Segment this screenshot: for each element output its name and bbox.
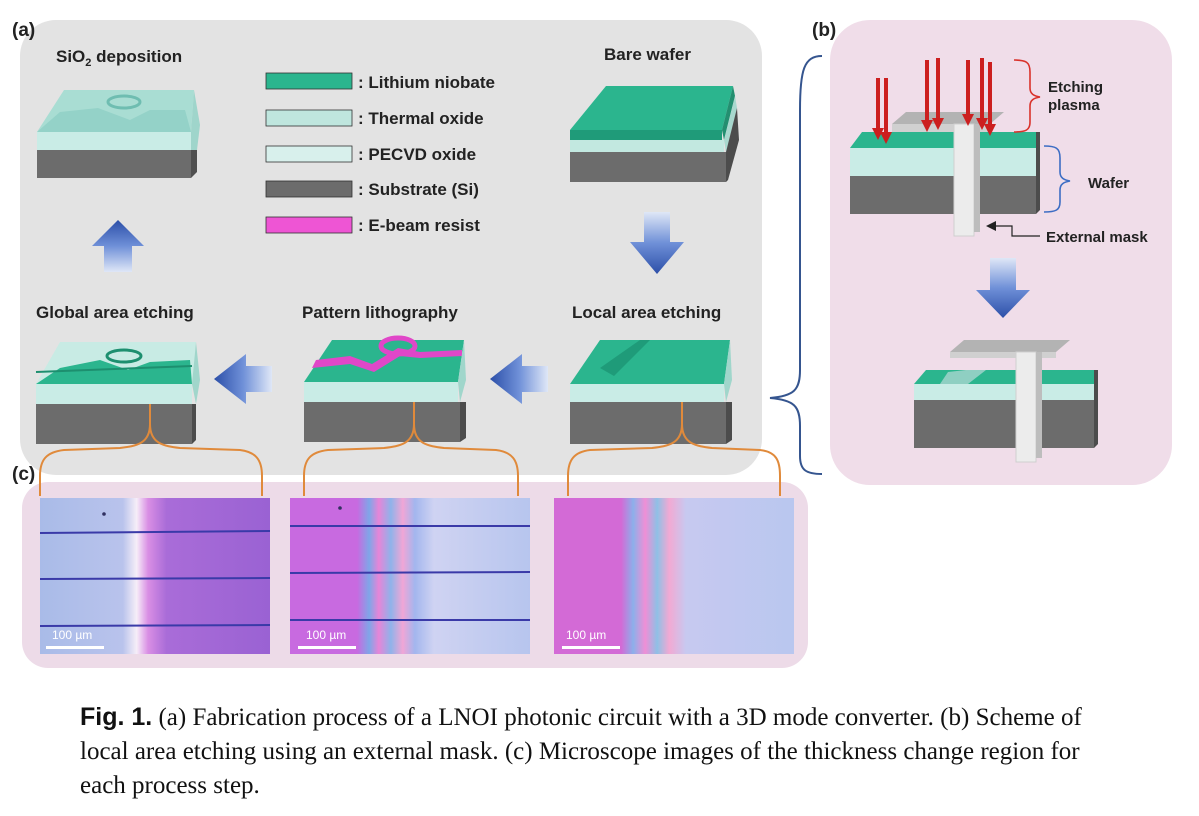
etching-scheme-before <box>850 112 1040 237</box>
etching-plasma-arrows <box>872 58 996 144</box>
brace-a-to-b <box>769 55 823 475</box>
caption-text: (a) Fabrication process of a LNOI photon… <box>80 704 1082 799</box>
step-title-global-area-etching: Global area etching <box>36 303 194 322</box>
figure-1: (a) (b) (c) SiO2 deposition Bare wafer G… <box>12 20 1172 668</box>
label-wafer: Wafer <box>1088 175 1129 192</box>
panel-b-label: (b) <box>812 20 836 41</box>
etching-scheme-after <box>914 340 1098 463</box>
legend-label-pecvd-oxide: : PECVD oxide <box>358 145 476 164</box>
brace-etching-plasma <box>1013 59 1041 133</box>
step-title-pattern-lithography: Pattern lithography <box>302 303 458 322</box>
legend-label-thermal-oxide: : Thermal oxide <box>358 109 484 128</box>
arrow-left-to-global <box>214 354 272 404</box>
legend-swatch-substrate <box>265 180 353 198</box>
brace-wafer <box>1043 145 1071 213</box>
arrow-down-etching-result <box>976 258 1030 318</box>
panel-a-label: (a) <box>12 20 35 41</box>
arrow-left-to-pattern <box>490 354 548 404</box>
figure-caption: Fig. 1. (a) Fabrication process of a LNO… <box>80 700 1120 803</box>
arrow-down-to-local-etching <box>630 212 684 274</box>
scale-bar-label-2: 100 µm <box>306 628 346 642</box>
microscope-image-local-etching: 100 µm <box>554 498 794 654</box>
legend-swatch-thermal-oxide <box>265 109 353 127</box>
panel-c-label: (c) <box>12 464 35 485</box>
legend-label-lithium-niobate: : Lithium niobate <box>358 73 495 92</box>
step-title-local-area-etching: Local area etching <box>572 303 721 322</box>
scale-bar-2 <box>298 646 356 649</box>
wafer-sio2-deposition <box>37 90 200 178</box>
legend-swatch-e-beam-resist <box>265 216 353 234</box>
wafer-local-area-etching <box>570 340 732 444</box>
scale-bar-3 <box>562 646 620 649</box>
scale-bar-label-1: 100 µm <box>52 628 92 642</box>
scale-bar-label-3: 100 µm <box>566 628 606 642</box>
scale-bar-1 <box>46 646 104 649</box>
label-etching-plasma-line2: plasma <box>1048 97 1100 114</box>
wafer-global-area-etching <box>35 342 200 444</box>
material-legend: : Lithium niobate : Thermal oxide : PECV… <box>265 72 495 235</box>
wafer-bare <box>570 86 739 182</box>
step-title-sio2-deposition: SiO2 deposition <box>56 47 182 69</box>
wafer-pattern-lithography <box>304 335 466 442</box>
microscope-image-global-etching: 100 µm <box>39 498 271 654</box>
legend-label-substrate: : Substrate (Si) <box>358 180 479 199</box>
legend-swatch-pecvd-oxide <box>265 145 353 163</box>
figure-label: Fig. 1. <box>80 703 153 731</box>
connectors-to-microscope <box>39 402 781 496</box>
legend-label-e-beam-resist: : E-beam resist <box>358 216 480 235</box>
external-mask-pointer <box>986 221 1040 237</box>
label-external-mask: External mask <box>1046 229 1148 246</box>
step-title-bare-wafer: Bare wafer <box>604 45 691 64</box>
legend-swatch-lithium-niobate <box>265 72 353 90</box>
label-etching-plasma-line1: Etching <box>1048 79 1103 96</box>
arrow-up-to-sio2 <box>92 220 144 272</box>
microscope-image-pattern-lithography: 100 µm <box>289 498 531 654</box>
